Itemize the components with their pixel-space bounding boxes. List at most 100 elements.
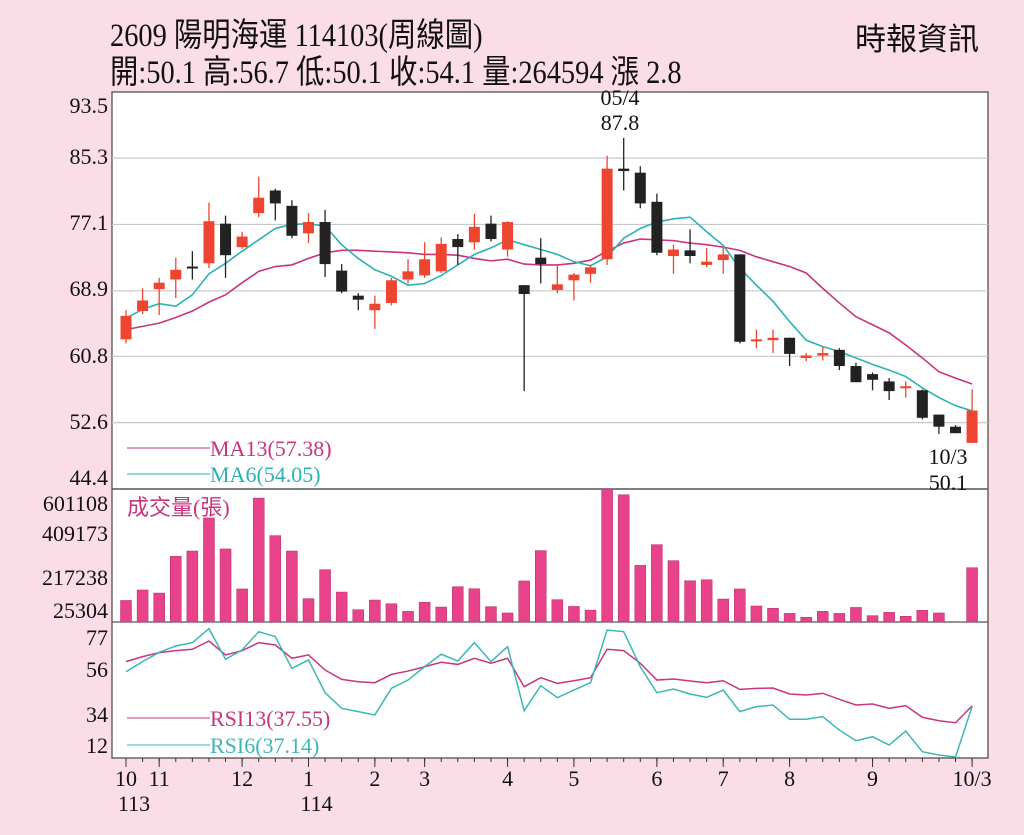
x-tick-label: 7 [718,766,729,791]
volume-bar [717,598,729,623]
candle-body [800,355,812,358]
volume-bar [385,603,398,623]
x-year-label: 114 [300,791,332,816]
volume-bar [468,588,481,623]
price-tick: 68.9 [70,276,109,301]
volume-tick: 25304 [53,598,108,623]
candle [402,259,414,284]
volume-bar [933,612,945,623]
x-tick-label: 6 [651,766,662,791]
volume-bar [186,550,199,623]
candle-body [966,410,978,443]
candle [220,215,232,278]
rsi-tick: 56 [86,657,108,682]
candle-body [784,337,796,354]
volume-bar [866,615,879,623]
rsi6-legend: RSI6(37.14) [210,733,319,758]
candle [916,389,928,420]
candle-body [153,282,165,290]
candle [269,188,281,221]
candle [336,264,348,294]
ma6-legend: MA6(54.05) [210,462,321,487]
volume-bar [551,599,564,623]
ohlc-summary: 開:50.1 高:56.7 低:50.1 收:54.1 量:264594 漲 2… [110,55,682,91]
candle [485,215,497,242]
x-tick-label: 10/3 [953,766,992,791]
candle-body [933,414,945,427]
plot-area [111,91,989,759]
candle [153,277,165,316]
candle-body [817,353,829,356]
candle-body [535,257,547,265]
x-tick-label: 9 [867,766,878,791]
rsi-tick: 77 [86,625,108,650]
candle-body [220,223,232,256]
price-tick: 44.4 [70,465,109,490]
rsi13-line [125,640,973,724]
candle-body [253,197,265,214]
volume-bar [833,613,846,623]
price-tick: 85.3 [70,144,109,169]
volume-bar [817,611,829,623]
volume-bar [452,586,464,623]
candle-body [551,284,563,290]
candle-body [883,381,895,392]
candle [137,288,149,315]
candle-body [137,300,149,312]
rsi-tick: 34 [86,702,108,727]
candle [435,237,447,273]
candle [468,213,480,250]
volume-title: 成交量(張) [127,495,230,520]
volume-tick: 409173 [42,521,108,546]
candle [203,202,215,269]
volume-bar [601,488,613,623]
candle-body [833,349,845,367]
x-tick-label: 4 [502,766,513,791]
candle [319,209,331,278]
candle-body [236,236,248,248]
candle-body [568,274,580,281]
candle-body [950,426,961,434]
chart-title: 2609 陽明海運 114103(周線圖) [110,18,483,54]
brand-label: 時報資訊 [855,22,979,57]
candle [170,257,182,299]
x-tick-label: 11 [149,766,170,791]
candle [867,372,879,391]
price-tick: 93.5 [70,93,109,118]
volume-bar [916,610,929,623]
volume-bar [734,588,746,623]
volume-tick: 601108 [43,491,108,516]
x-tick-label: 2 [369,766,380,791]
x-tick-label: 12 [231,766,253,791]
candle [701,247,713,268]
volume-bar [501,612,514,623]
candle [385,277,397,306]
x-tick-label: 1 [303,766,314,791]
high-date-annotation: 05/4 [600,85,639,110]
candle [286,200,298,239]
x-year-label: 113 [118,791,150,816]
volume-bar [700,579,713,623]
ma13-line [125,238,973,385]
candle-body [750,339,762,342]
candle [717,246,729,274]
candle [900,381,912,398]
volume-bar [899,616,912,623]
volume-tick: 217238 [42,565,108,590]
last-date-annotation: 10/3 [928,444,967,469]
candle [651,193,663,256]
candle-body [286,205,298,236]
candle [767,329,779,354]
ma6-line [125,216,973,412]
candle-body [651,201,663,253]
candle [502,221,514,257]
x-tick-label: 8 [784,766,795,791]
volume-bar [485,606,497,623]
candle [850,362,862,383]
candle-body [352,295,364,300]
candle [518,285,530,392]
candle-body [203,221,215,264]
candle-body [120,315,132,340]
volume-bar [651,544,663,623]
